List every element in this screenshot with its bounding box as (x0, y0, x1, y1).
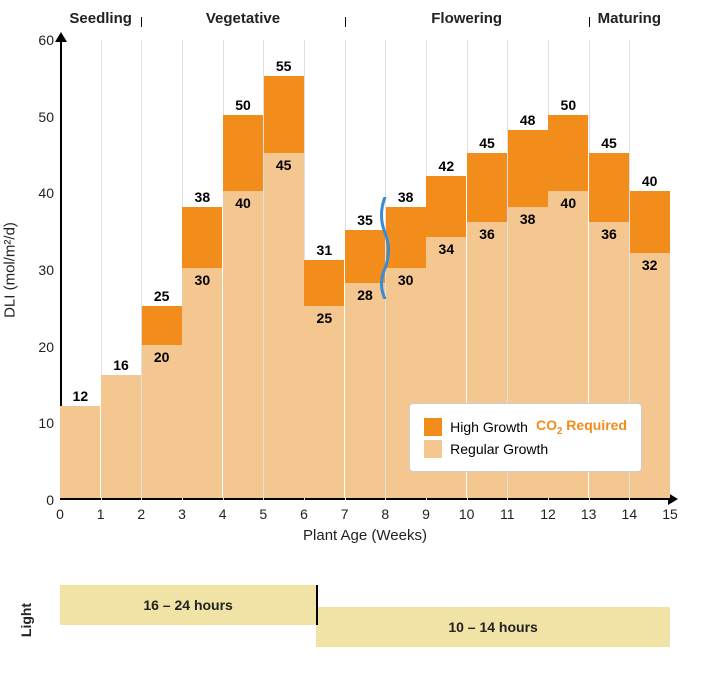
x-tick: 9 (422, 506, 430, 522)
bar-high-label: 31 (317, 242, 333, 258)
bar-regular-label: 38 (520, 211, 536, 227)
legend-swatch (424, 418, 442, 436)
bar-high (142, 306, 182, 344)
light-label: Light (18, 603, 34, 637)
stage-label: Maturing (589, 10, 670, 27)
bar-high (264, 76, 304, 153)
bar-regular (182, 268, 222, 498)
x-tick: 3 (178, 506, 186, 522)
y-tick: 0 (24, 492, 54, 508)
bar-regular-label: 34 (439, 241, 455, 257)
legend-label: High Growth (450, 419, 528, 435)
bar-regular-label: 40 (561, 195, 577, 211)
stage-labels: SeedlingVegetativeFloweringMaturing (60, 10, 690, 34)
stage-tick (589, 17, 590, 27)
x-tick: 2 (137, 506, 145, 522)
bar-high-label: 50 (561, 97, 577, 113)
x-tick: 14 (622, 506, 638, 522)
bar-regular-label: 40 (235, 195, 251, 211)
legend-swatch (424, 440, 442, 458)
plot-area: 12 16 25 20 38 30 50 40 55 45 31 25 35 28 38 30 42 34 45 36… (60, 40, 670, 500)
bar-high-label: 38 (195, 189, 211, 205)
bar-high-label: 48 (520, 112, 536, 128)
bar-regular (345, 283, 385, 498)
bar-regular (60, 406, 100, 498)
stage-label: Vegetative (141, 10, 344, 27)
bar-regular-label: 30 (398, 272, 414, 288)
bar-high-label: 45 (479, 135, 495, 151)
legend: High Growth CO2 Required Regular Growth (409, 403, 642, 472)
bar-high-label: 35 (357, 212, 373, 228)
light-bars: 16 – 24 hours10 – 14 hours (60, 585, 670, 655)
bar-regular-label: 36 (479, 226, 495, 242)
light-hours-bar: 10 – 14 hours (316, 607, 670, 647)
x-tick: 5 (259, 506, 267, 522)
stage-label: Seedling (60, 10, 141, 27)
bar-high (548, 115, 588, 192)
bar-high (182, 207, 222, 268)
bar-regular-label: 45 (276, 157, 292, 173)
legend-suffix: CO2 Required (536, 417, 627, 437)
bar-high (467, 153, 507, 222)
y-axis-label: DLI (mol/m²/d) (2, 222, 19, 318)
y-tick: 10 (24, 415, 54, 431)
stage-tick (345, 17, 346, 27)
dli-chart: SeedlingVegetativeFloweringMaturing 1216… (60, 10, 690, 550)
bar-high (508, 130, 548, 207)
x-axis-label: Plant Age (Weeks) (303, 527, 427, 544)
wave-divider (375, 197, 395, 299)
x-tick: 12 (540, 506, 556, 522)
bar-regular (142, 345, 182, 498)
x-tick: 13 (581, 506, 597, 522)
x-tick: 1 (97, 506, 105, 522)
bar-regular (223, 191, 263, 498)
x-tick: 0 (56, 506, 64, 522)
bar-regular (264, 153, 304, 498)
bar-high-label: 38 (398, 189, 414, 205)
bar-regular-label: 28 (357, 287, 373, 303)
bar-high-label: 40 (642, 173, 658, 189)
bar-high-label: 50 (235, 97, 251, 113)
y-tick: 30 (24, 262, 54, 278)
x-tick: 7 (341, 506, 349, 522)
bar-high-label: 45 (601, 135, 617, 151)
bar-high-label: 55 (276, 58, 292, 74)
bar-high (589, 153, 629, 222)
bar-high-label: 42 (439, 158, 455, 174)
x-tick: 4 (219, 506, 227, 522)
x-tick: 11 (500, 506, 515, 522)
stage-tick (141, 17, 142, 27)
stage-label: Flowering (345, 10, 589, 27)
light-divider (316, 585, 318, 625)
light-hours-bar: 16 – 24 hours (60, 585, 316, 625)
x-tick: 15 (662, 506, 678, 522)
bar-high (304, 260, 344, 306)
bar-regular-label: 30 (195, 272, 211, 288)
legend-label: Regular Growth (450, 441, 548, 457)
y-tick: 40 (24, 185, 54, 201)
bar-high (223, 115, 263, 192)
legend-item: High Growth CO2 Required (424, 417, 627, 437)
x-tick: 8 (381, 506, 389, 522)
bar-regular-label: 32 (642, 257, 658, 273)
bar-high (426, 176, 466, 237)
bar-regular-label: 36 (601, 226, 617, 242)
bar-regular-label: 12 (73, 388, 89, 404)
y-tick: 20 (24, 339, 54, 355)
bar-regular-label: 25 (317, 310, 333, 326)
bar-regular-label: 20 (154, 349, 170, 365)
bar-high (630, 191, 670, 252)
bar-regular (101, 375, 141, 498)
light-hours-panel: Light 16 – 24 hours10 – 14 hours (18, 585, 690, 655)
x-tick: 6 (300, 506, 308, 522)
y-tick: 50 (24, 109, 54, 125)
bar-high-label: 25 (154, 288, 170, 304)
bar-regular-label: 16 (113, 357, 129, 373)
x-tick: 10 (459, 506, 475, 522)
legend-item: Regular Growth (424, 440, 627, 458)
y-tick: 60 (24, 32, 54, 48)
bar-regular (304, 306, 344, 498)
